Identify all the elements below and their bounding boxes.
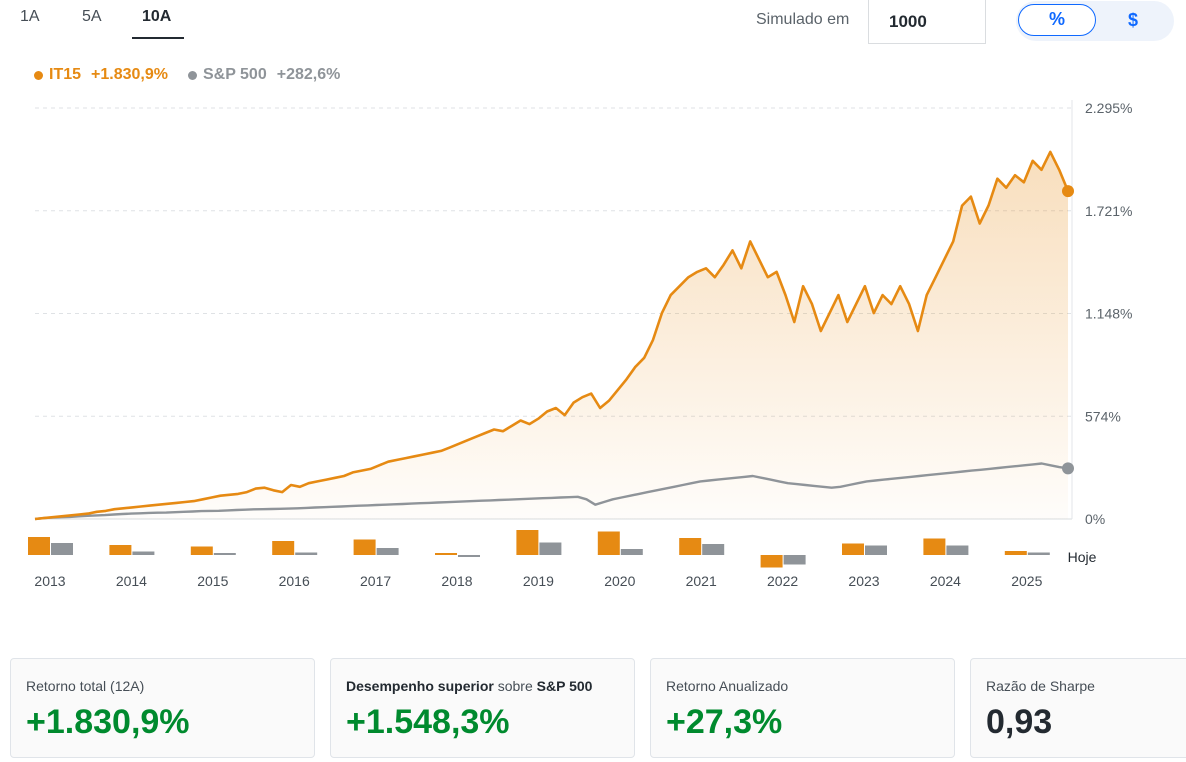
y-tick-label: 0% [1085, 511, 1105, 527]
sp500-annual-bar-2020 [620, 549, 643, 555]
it15-annual-bar-2018 [435, 553, 457, 555]
sp500-annual-bar-2018 [458, 555, 480, 557]
chart-legend: IT15 +1.830,9% S&P 500 +282,6% [34, 66, 340, 84]
y-tick-label: 574% [1085, 408, 1121, 424]
it15-annual-bar-2015 [190, 546, 213, 555]
year-label-2017: 2017 [360, 573, 391, 589]
active-tab-indicator [132, 37, 184, 39]
it15-annual-bar-2016 [272, 541, 295, 555]
year-label-2024: 2024 [930, 573, 961, 589]
simulation-amount-input[interactable] [868, 0, 986, 44]
tab-1a[interactable]: 1A [20, 8, 40, 25]
y-tick-label: 1.148% [1085, 306, 1132, 322]
it15-annual-bar-2024 [923, 538, 946, 555]
sp500-annual-bar-2021 [702, 544, 725, 555]
sharpe-ratio-label: Razão de Sharpe [986, 678, 1095, 694]
year-label-2022: 2022 [767, 573, 798, 589]
total-return-value: +1.830,9% [26, 703, 190, 741]
simulation-label: Simulado em [756, 11, 850, 28]
it15-annual-bar-2019 [516, 530, 539, 555]
outperformance-label: Desempenho superior sobre S&P 500 [346, 678, 593, 694]
year-label-2021: 2021 [686, 573, 717, 589]
it15-annual-bar-2020 [597, 531, 620, 555]
it15-legend-dot [34, 70, 43, 80]
it15-line [34, 150, 1070, 521]
today-label: Hoje [1068, 549, 1097, 565]
annualized-return-label: Retorno Anualizado [666, 678, 789, 694]
it15-annual-bar-2014 [109, 545, 132, 555]
unit-toggle: % $ [1016, 1, 1174, 41]
y-tick-label: 2.295% [1085, 100, 1132, 116]
year-label-2023: 2023 [848, 573, 879, 589]
it15-annual-bar-2023 [842, 543, 864, 555]
percent-toggle-button[interactable]: % [1018, 4, 1096, 36]
year-label-2015: 2015 [197, 573, 228, 589]
tab-10a[interactable]: 10A [142, 8, 172, 25]
total-return-card: Retorno total (12A) +1.830,9% [10, 658, 315, 758]
annualized-return-value: +27,3% [666, 703, 783, 741]
it15-annual-bar-2022 [760, 555, 783, 568]
annual-returns-bars [28, 530, 1050, 568]
it15-legend-value: +1.830,9% [91, 66, 168, 83]
it15-annual-bar-2017 [353, 539, 376, 555]
year-label-2019: 2019 [523, 573, 554, 589]
sp500-legend-value: +282,6% [276, 66, 341, 83]
it15-annual-bar-2013 [28, 537, 50, 555]
sp500-legend-dot [187, 70, 197, 80]
year-label-2016: 2016 [279, 573, 310, 589]
sp500-line [34, 462, 1069, 521]
sp500-annual-bar-2019 [539, 542, 562, 555]
year-label-2025: 2025 [1011, 573, 1042, 589]
year-label-2014: 2014 [116, 573, 147, 589]
x-axis-years: 2013 2014 2015 2016 2017 2018 2019 2020 2021 2022… [34, 549, 1096, 589]
outperformance-value: +1.548,3% [346, 703, 510, 741]
sp500-annual-bar-2017 [376, 548, 399, 555]
total-return-label: Retorno total (12A) [26, 678, 145, 694]
sp500-annual-bar-2015 [213, 553, 236, 555]
it15-legend-name: IT15 [49, 66, 82, 83]
sharpe-ratio-card: Razão de Sharpe 0,93 [970, 658, 1186, 758]
sharpe-ratio-value: 0,93 [986, 703, 1053, 741]
performance-chart: 2.295%1.721%1.148%574%0% 2013 2014 2015 201… [28, 100, 1132, 589]
it15-annual-bar-2021 [679, 538, 702, 555]
sp500-end-point [1062, 462, 1074, 475]
sp500-annual-bar-2023 [865, 545, 887, 555]
sp500-annual-bar-2025 [1027, 552, 1050, 555]
it15-end-point [1062, 185, 1074, 198]
sp500-legend-name: S&P 500 [202, 66, 267, 83]
sp500-annual-bar-2016 [295, 552, 318, 555]
sp500-annual-bar-2014 [132, 551, 155, 555]
y-axis: 2.295% 1.721% 1.148% 574% 0% [1085, 100, 1132, 527]
outperformance-card: Desempenho superior sobre S&P 500 +1.548… [330, 658, 635, 758]
it15-annual-bar-2025 [1004, 551, 1027, 555]
sp500-annual-bar-2013 [51, 543, 73, 555]
tab-5a[interactable]: 5A [82, 8, 102, 25]
year-label-2020: 2020 [604, 573, 635, 589]
annualized-return-card: Retorno Anualizado +27,3% [650, 658, 955, 758]
sp500-annual-bar-2022 [783, 555, 806, 565]
y-tick-label: 1.721% [1085, 203, 1132, 219]
year-label-2013: 2013 [34, 573, 65, 589]
sp500-annual-bar-2024 [946, 545, 969, 555]
year-label-2018: 2018 [441, 573, 472, 589]
it15-area [35, 151, 1068, 519]
dollar-toggle-button[interactable]: $ [1127, 10, 1138, 30]
